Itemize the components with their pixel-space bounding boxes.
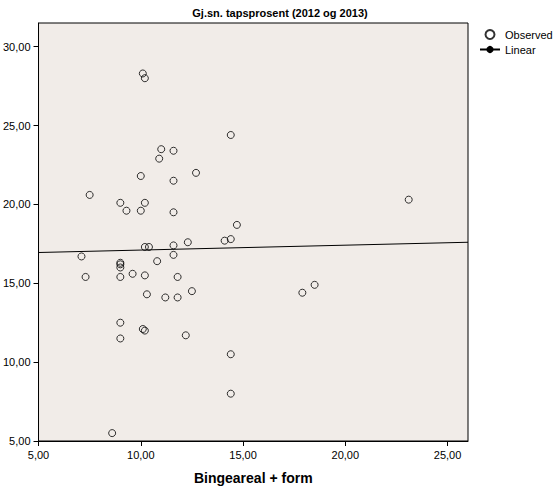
svg-text:Observed: Observed: [505, 29, 553, 41]
svg-text:20,00: 20,00: [3, 198, 31, 210]
svg-text:25,00: 25,00: [434, 449, 462, 461]
svg-text:5,00: 5,00: [9, 435, 30, 447]
svg-text:15,00: 15,00: [3, 277, 31, 289]
svg-text:Linear: Linear: [505, 44, 536, 56]
svg-text:25,00: 25,00: [3, 120, 31, 132]
svg-text:Bingeareal + form: Bingeareal + form: [194, 470, 313, 486]
svg-text:20,00: 20,00: [332, 449, 360, 461]
svg-text:30,00: 30,00: [3, 41, 31, 53]
svg-text:15,00: 15,00: [229, 449, 257, 461]
svg-text:5,00: 5,00: [28, 449, 49, 461]
svg-text:10,00: 10,00: [127, 449, 155, 461]
svg-text:Gj.sn. tapsprosent (2012 og 20: Gj.sn. tapsprosent (2012 og 2013): [192, 7, 368, 19]
svg-text:10,00: 10,00: [3, 356, 31, 368]
